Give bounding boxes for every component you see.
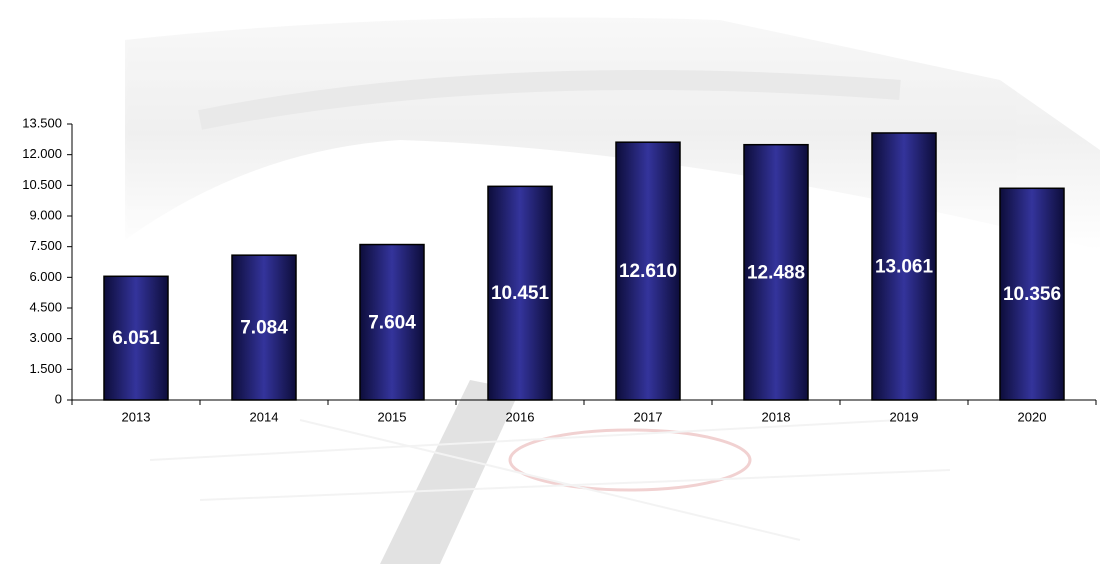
bar: [743, 143, 809, 401]
x-tick-label: 2016: [506, 409, 535, 424]
bar: [103, 275, 169, 401]
bar: [999, 187, 1065, 401]
y-tick-label: 12.000: [22, 146, 62, 161]
bar: [231, 254, 297, 401]
value-label: 13.061: [875, 257, 934, 278]
y-tick-label: 6.000: [29, 269, 62, 284]
x-tick-label: 2017: [634, 409, 663, 424]
bar: [359, 243, 425, 401]
x-tick-label: 2020: [1018, 409, 1047, 424]
y-tick-label: 1.500: [29, 361, 62, 376]
value-label: 6.051: [112, 328, 160, 349]
background-photo: [125, 17, 1100, 564]
value-label: 12.488: [747, 262, 805, 283]
value-label: 12.610: [619, 261, 677, 282]
bar: [487, 185, 553, 401]
value-label: 10.451: [491, 283, 550, 304]
x-tick-label: 2019: [890, 409, 919, 424]
y-tick-label: 13.500: [22, 115, 62, 130]
y-tick-label: 4.500: [29, 299, 62, 314]
y-tick-label: 10.500: [22, 177, 62, 192]
y-tick-label: 0: [55, 391, 62, 406]
bar: [871, 132, 937, 401]
y-tick-label: 3.000: [29, 330, 62, 345]
value-label: 7.604: [368, 312, 416, 333]
value-label: 10.356: [1003, 284, 1061, 305]
x-tick-label: 2013: [122, 409, 151, 424]
y-tick-label: 7.500: [29, 238, 62, 253]
bar: [615, 141, 681, 401]
x-tick-label: 2015: [378, 409, 407, 424]
y-tick-label: 9.000: [29, 207, 62, 222]
x-tick-label: 2014: [250, 409, 279, 424]
value-label: 7.084: [240, 318, 288, 339]
x-tick-label: 2018: [762, 409, 791, 424]
